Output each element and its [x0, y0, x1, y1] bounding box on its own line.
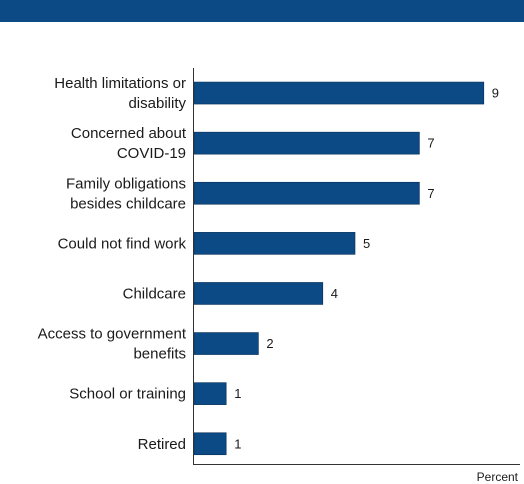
data-label: 1: [234, 436, 241, 451]
data-label: 4: [331, 286, 338, 301]
bar: [193, 282, 324, 305]
category-label: School or training: [69, 386, 186, 403]
data-label: 7: [427, 186, 434, 201]
bar: [193, 181, 420, 205]
category-label: Retired: [138, 436, 186, 453]
data-label: 1: [234, 386, 241, 401]
category-label: Childcare: [123, 285, 186, 302]
header-band: [0, 0, 524, 22]
data-label: 5: [363, 236, 370, 251]
bar: [193, 432, 227, 456]
bars-layer: 9 Health limitations or disability 7 Concern…: [38, 75, 499, 456]
data-label: 7: [427, 136, 434, 151]
bar: [193, 332, 259, 355]
bar: [193, 131, 420, 155]
bar: [193, 81, 485, 105]
bar: [193, 232, 356, 255]
category-label: Access to government benefits: [38, 326, 187, 363]
category-label: Health limitations or disability: [54, 75, 186, 112]
category-label: Family obligations besides childcare: [66, 175, 186, 212]
category-label: Could not find work: [58, 235, 187, 252]
x-axis-label: Percent: [477, 470, 519, 484]
data-label: 9: [492, 86, 499, 101]
category-label: Concerned about COVID-19: [71, 125, 187, 162]
bar: [193, 382, 227, 405]
data-label: 2: [266, 336, 273, 351]
